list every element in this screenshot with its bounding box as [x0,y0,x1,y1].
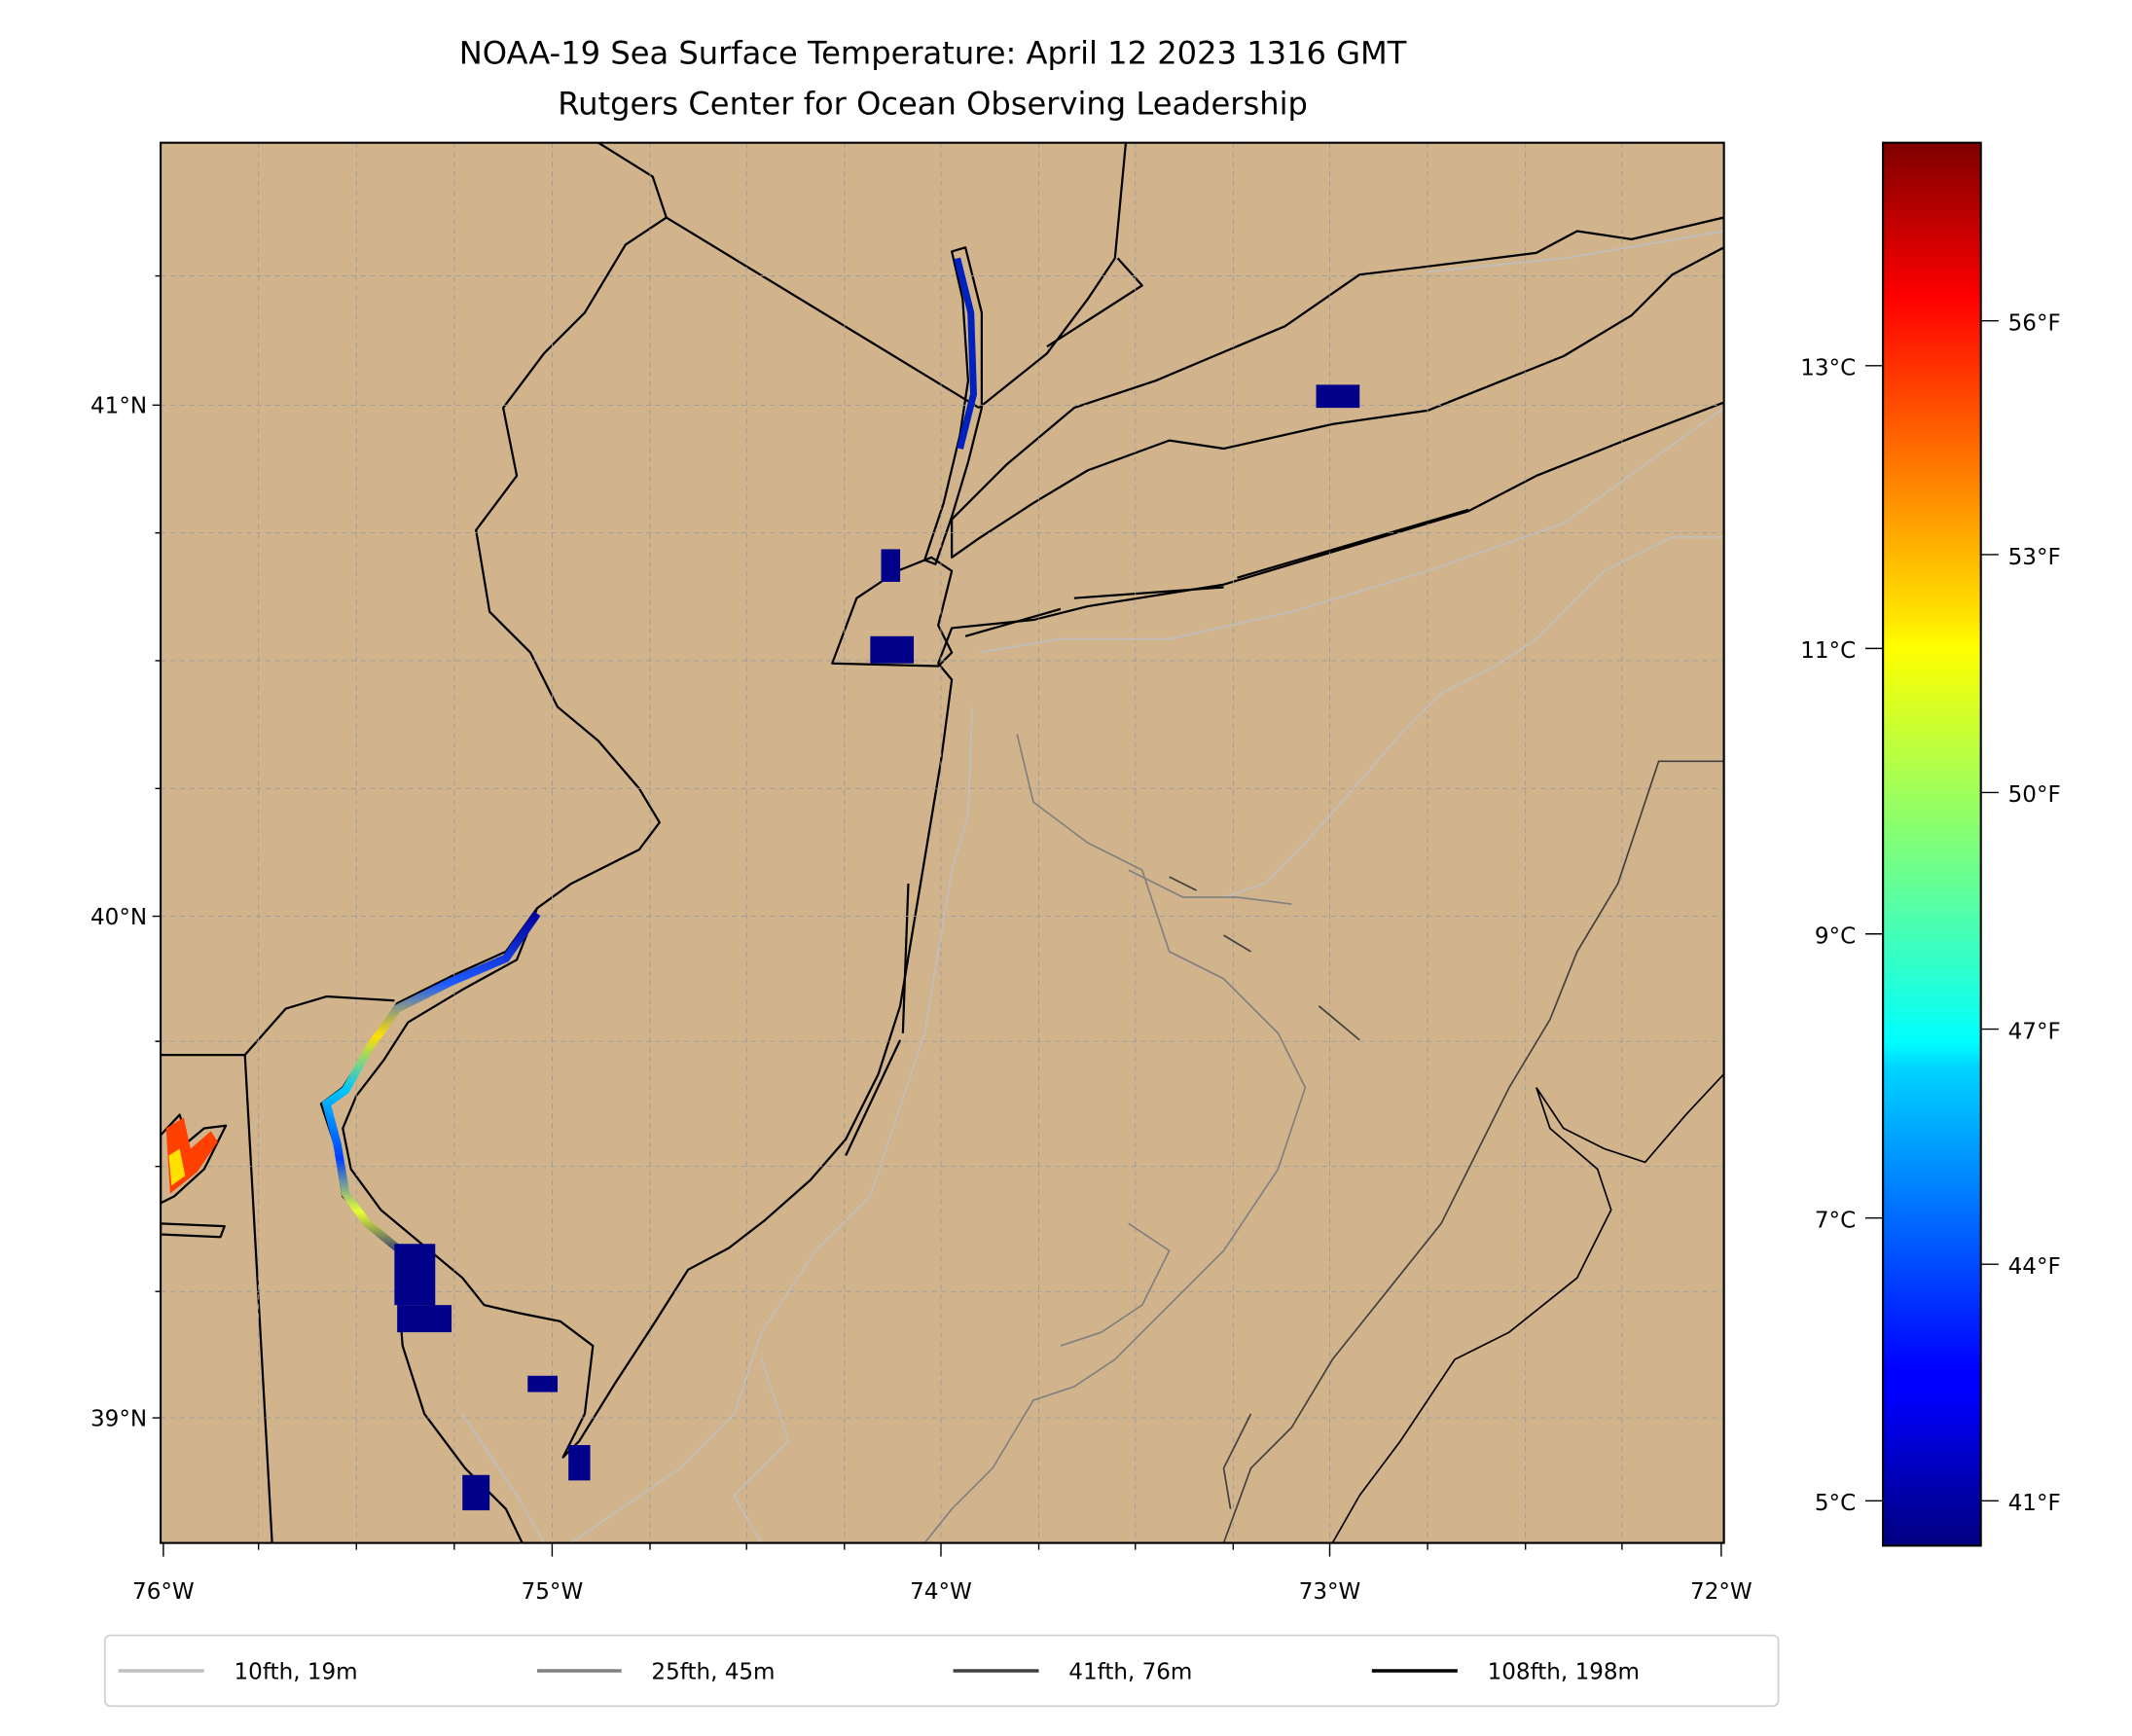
legend-label: 108fth, 198m [1488,1659,1640,1684]
chart-subtitle: Rutgers Center for Ocean Observing Leade… [558,85,1308,122]
sst-li-sound-patch [1316,384,1360,409]
long-island-sound [951,216,1724,559]
longitude-axis: 76°W 75°W 74°W 73°W 72°W [132,1542,1753,1605]
sst-delaware-bay-patch [397,1305,452,1333]
colorbar-fahrenheit-tick: 47°F [2008,1019,2061,1044]
map-area [161,142,1724,1543]
lon-tick-label: 76°W [132,1579,195,1605]
sst-ny-harbor-patch [870,635,915,664]
gridlines [161,142,1724,1543]
legend-label: 41fth, 76m [1068,1659,1192,1684]
sst-hudson-river [954,257,978,450]
sst-delaware-river [321,911,541,1268]
land [161,142,1724,1543]
legend: 10fth, 19m 25fth, 45m 41fth, 76m 108fth,… [103,1634,1780,1708]
lon-tick-label: 75°W [522,1579,584,1605]
colorbar-celsius-tick: 9°C [1815,924,1856,950]
sst-cape-may-patch [568,1445,591,1481]
colorbar-celsius-tick: 5°C [1815,1491,1856,1516]
lon-tick-label: 74°W [910,1579,972,1605]
colorbar-gradient [1882,141,1982,1547]
sst-delaware-bay-patch [462,1474,490,1511]
hudson-river [923,246,984,565]
bathymetry-contours [461,230,1724,1543]
latitude-axis: 41°N 40°N 39°N [90,274,162,1431]
ocean [396,401,1724,1543]
colorbar-fahrenheit-tick: 41°F [2008,1491,2061,1516]
colorbar-celsius-tick: 11°C [1800,638,1856,664]
lat-tick-label: 40°N [90,905,147,930]
legend-label: 25fth, 45m [651,1659,775,1684]
colorbar-fahrenheit-tick: 56°F [2008,310,2061,336]
sst-delaware-bay-patch [527,1375,559,1392]
lat-tick-label: 39°N [90,1406,147,1431]
lon-tick-label: 72°W [1690,1579,1753,1605]
colorbar: 13°C 11°C 9°C 7°C 5°C 56°F 53°F 50°F 47°… [1800,141,2061,1547]
colorbar-fahrenheit-tick: 44°F [2008,1254,2061,1280]
chart-title: NOAA-19 Sea Surface Temperature: April 1… [459,35,1407,72]
colorbar-fahrenheit-tick: 50°F [2008,782,2061,808]
legend-label: 10fth, 19m [235,1659,358,1684]
colorbar-celsius-tick: 7°C [1815,1209,1856,1234]
state-border [161,142,1143,1543]
colorbar-celsius-tick: 13°C [1800,356,1856,381]
sst-data [165,257,1360,1511]
sst-raritan-patch [881,549,901,582]
map-frame [160,141,1725,1544]
lon-tick-label: 73°W [1299,1579,1361,1605]
lat-tick-label: 41°N [90,394,147,419]
ny-harbor [831,556,954,668]
sst-delaware-bay-patch [394,1244,436,1306]
colorbar-fahrenheit-tick: 53°F [2008,545,2061,570]
